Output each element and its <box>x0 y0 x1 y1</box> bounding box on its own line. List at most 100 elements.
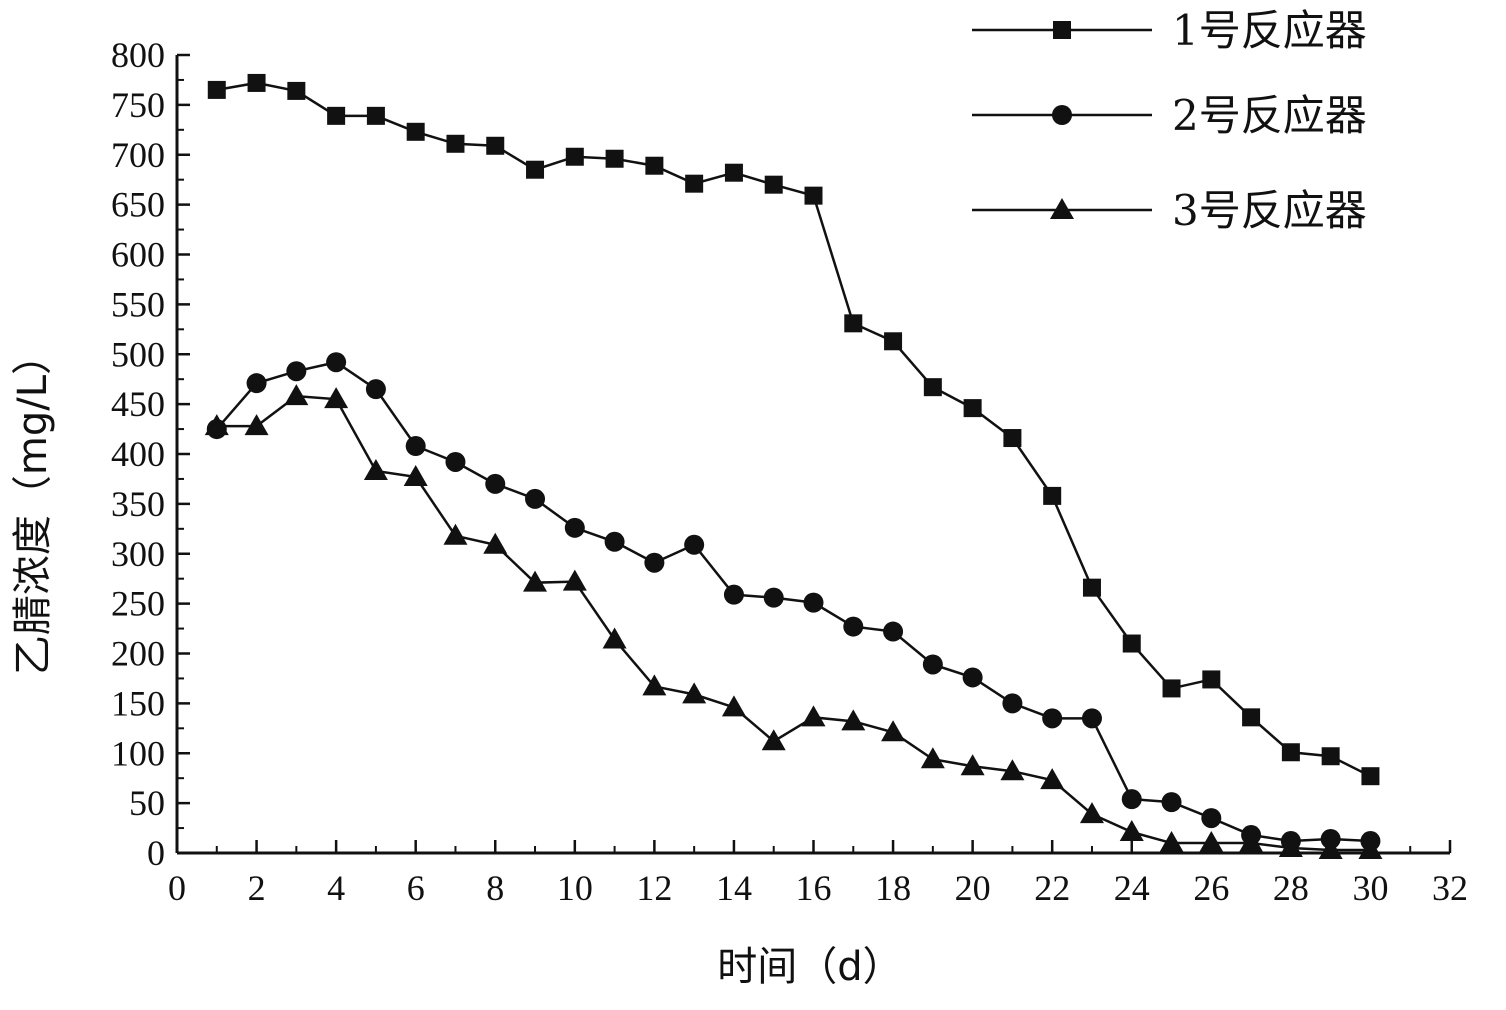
series-3-point <box>204 414 229 436</box>
series-3-point <box>761 729 786 751</box>
series-2-point <box>763 587 784 608</box>
series-2-point <box>485 473 506 494</box>
series-2-point <box>604 531 625 552</box>
y-tick-label: 400 <box>111 434 165 474</box>
x-tick-label: 10 <box>557 868 593 908</box>
series-1-point <box>247 73 266 92</box>
series-1-point <box>406 122 425 141</box>
series-3-point <box>284 384 309 406</box>
series-3-point <box>642 674 667 696</box>
series-3-point <box>403 464 428 486</box>
series-3-point <box>363 458 388 480</box>
legend-label: 3号反应器 <box>1172 186 1367 235</box>
series-1-point <box>923 378 942 397</box>
x-tick-label: 22 <box>1034 868 1070 908</box>
series-3-point <box>1358 838 1383 860</box>
series-3-point <box>841 709 866 731</box>
series-1-point <box>1082 578 1101 597</box>
series-3-point <box>324 387 349 409</box>
series-3-point <box>1318 838 1343 860</box>
axes: 0 2 4 6 8 10 12 14 16 18 20 22 24 26 28 30 3205010015020… <box>111 35 1468 908</box>
legend-label: 1号反应器 <box>1172 6 1367 55</box>
y-tick-label: 150 <box>111 683 165 723</box>
series-1-point <box>605 149 624 168</box>
series-1-point <box>685 174 704 193</box>
series-1-point <box>764 175 783 194</box>
series-3-point <box>562 569 587 591</box>
series-1-point <box>565 147 584 166</box>
series-3-point <box>1119 820 1144 842</box>
series-3-point <box>682 682 707 704</box>
y-tick-label: 800 <box>111 35 165 75</box>
series-1-point <box>804 186 823 205</box>
series-1-point <box>884 332 903 351</box>
series-2-point <box>684 534 705 555</box>
series-layer <box>204 73 1383 860</box>
series-1-point <box>1361 767 1380 786</box>
series-2-point <box>962 667 983 688</box>
series-2-point <box>246 373 267 394</box>
series-2-point <box>445 451 466 472</box>
series-2-point <box>525 488 546 509</box>
y-tick-label: 600 <box>111 235 165 275</box>
legend-marker <box>1053 21 1071 39</box>
series-1-point <box>1162 679 1181 698</box>
x-tick-label: 4 <box>327 868 345 908</box>
x-tick-label: 20 <box>955 868 991 908</box>
series-1-point <box>645 156 664 175</box>
y-tick-label: 350 <box>111 484 165 524</box>
series-1-point <box>327 106 346 125</box>
series-1-point <box>526 160 545 179</box>
series-2-point <box>326 352 347 373</box>
series-3 <box>204 384 1383 860</box>
x-tick-label: 16 <box>796 868 832 908</box>
x-tick-label: 12 <box>636 868 672 908</box>
x-tick-label: 32 <box>1432 868 1468 908</box>
legend-marker <box>1052 105 1072 125</box>
series-1-point <box>724 163 743 182</box>
series-2-point <box>405 436 426 457</box>
legend-item-3: 3号反应器 <box>972 186 1367 235</box>
x-tick-label: 6 <box>407 868 425 908</box>
series-3-point <box>1079 802 1104 824</box>
series-2-point <box>286 361 307 382</box>
series-1-point <box>844 314 863 333</box>
y-axis-title: 乙腈浓度（mg/L） <box>10 335 56 675</box>
series-3-point <box>960 754 985 776</box>
legend-marker <box>1050 198 1074 219</box>
series-1-point <box>1242 708 1261 727</box>
series-3-point <box>881 720 906 742</box>
x-tick-label: 24 <box>1114 868 1150 908</box>
x-tick-label: 8 <box>486 868 504 908</box>
y-tick-label: 750 <box>111 85 165 125</box>
series-3-point <box>721 695 746 717</box>
x-axis-title: 时间（d） <box>717 944 902 990</box>
series-1-point <box>1122 634 1141 653</box>
y-tick-label: 700 <box>111 135 165 175</box>
series-2-point <box>1042 708 1063 729</box>
series-1-point <box>366 106 385 125</box>
series-2-point <box>1002 693 1023 714</box>
series-2-point <box>1201 808 1222 829</box>
y-tick-label: 300 <box>111 534 165 574</box>
series-3-point <box>1239 831 1264 853</box>
x-tick-label: 14 <box>716 868 752 908</box>
series-2-point <box>843 616 864 637</box>
series-3-point <box>1278 836 1303 858</box>
series-1-point <box>963 399 982 418</box>
series-1 <box>207 73 1380 786</box>
series-1-point <box>1281 743 1300 762</box>
series-3-point <box>523 570 548 592</box>
series-1-point <box>1202 670 1221 689</box>
series-2-point <box>922 654 943 675</box>
series-2-point <box>723 584 744 605</box>
y-tick-label: 100 <box>111 733 165 773</box>
series-3-point <box>483 532 508 554</box>
x-tick-label: 26 <box>1193 868 1229 908</box>
series-3-point <box>1040 768 1065 790</box>
series-2-point <box>803 592 824 613</box>
series-2-point <box>365 379 386 400</box>
series-1-point <box>1003 429 1022 448</box>
x-tick-label: 18 <box>875 868 911 908</box>
